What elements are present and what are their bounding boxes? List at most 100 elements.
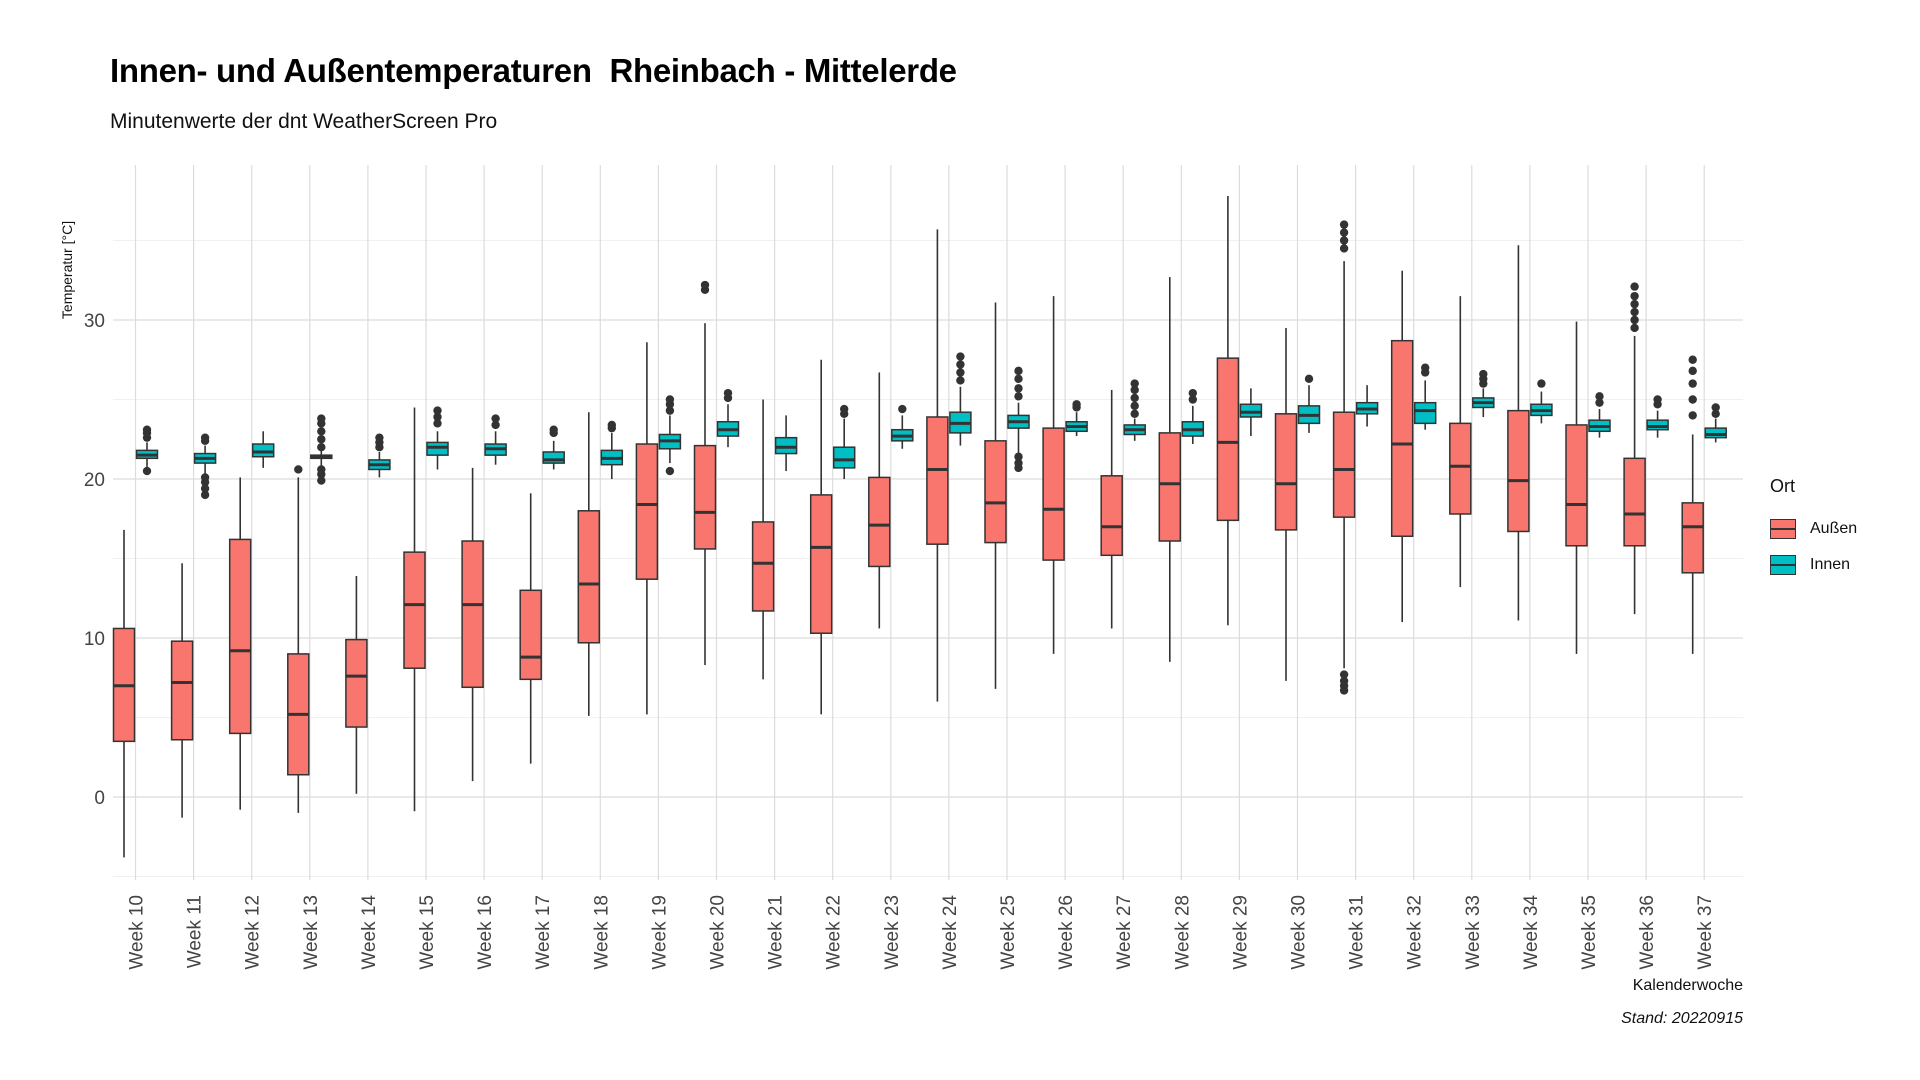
box-innen [600,420,624,479]
box-aussen [287,465,310,813]
legend-label-innen: Innen [1810,556,1851,573]
outlier-point [1014,366,1023,376]
box-innen [1355,385,1379,427]
box-aussen [228,477,252,810]
axis-layer: 0 10 20 30 Week 10 Week 11 Week 12 Week 13 Week … [84,311,1716,970]
x-tick-label: Week 27 [1114,895,1135,970]
outlier-point [317,414,326,423]
box-iqr [868,476,891,568]
x-tick-label: Week 23 [882,895,903,970]
x-tick-label: Week 22 [824,895,845,970]
outlier-point [317,427,326,436]
x-tick-label: Week 17 [533,895,554,970]
legend-label-aussen: Außen [1810,520,1858,537]
outlier-point [1630,323,1639,333]
box-iqr [1704,427,1727,439]
outlier-point [1339,236,1349,245]
x-tick-label: Week 13 [301,895,322,970]
outlier-point [1595,398,1604,407]
box-innen [193,433,217,500]
box-iqr [1646,419,1669,431]
box-iqr [693,444,717,550]
box-aussen [693,280,717,666]
outlier-point [200,433,210,442]
outlier-point [1339,676,1349,686]
outlier-point [317,443,326,452]
x-tick-label: Week 15 [417,895,438,970]
box-iqr [1274,413,1298,531]
outlier-point [1014,384,1023,393]
x-tick-label: Week 36 [1637,895,1658,970]
outlier-point [665,466,675,476]
x-tick-label: Week 14 [359,895,380,970]
box-innen [1704,403,1727,443]
outlier-point [665,406,675,415]
outlier-point [317,465,326,474]
box-innen [310,414,333,485]
box-aussen [577,412,601,716]
outlier-point [956,360,965,369]
box-aussen [1681,355,1704,654]
box-innen [542,425,565,470]
outlier-point [1688,355,1697,364]
outlier-point [1630,282,1639,291]
outlier-point [956,352,965,361]
box-iqr [751,521,775,612]
box-aussen [1042,296,1065,654]
outlier-point [1479,369,1488,379]
box-innen [1007,366,1030,473]
outlier-point [1653,395,1662,404]
outlier-point [1421,363,1430,372]
outlier-point [1630,315,1639,325]
box-innen [832,404,856,479]
box-aussen [926,229,949,702]
x-tick-label: Week 18 [591,895,612,970]
box-aussen [461,467,484,782]
legend-title: Ort [1770,476,1795,496]
outlier-point [433,406,442,415]
box-innen [658,395,682,476]
outlier-point [1688,395,1697,404]
legend-item-aussen: Außen [1770,511,1857,547]
box-iqr [345,638,368,728]
outlier-point [433,419,442,428]
x-tick-label: Week 12 [243,895,264,970]
box-innen [251,431,275,468]
x-tick-label: Week 33 [1463,895,1484,970]
box-iqr [228,538,252,735]
box-aussen [809,359,833,715]
box-innen [1239,388,1263,437]
outlier-point [491,414,500,423]
outlier-point [1688,411,1697,420]
box-iqr [1507,409,1530,533]
x-tick-label: Week 28 [1172,895,1193,970]
chart-title: Innen- und Außentemperaturen Rheinbach -… [110,52,957,89]
box-iqr [519,589,542,681]
box-iqr [426,441,449,456]
outlier-point [1014,452,1023,461]
box-innen [135,425,159,476]
outlier-point [1188,395,1198,404]
box-aussen [403,407,426,812]
y-tick-label: 20 [84,470,105,491]
x-tick-label: Week 32 [1405,895,1426,970]
box-innen [1530,379,1553,424]
outlier-point [1130,409,1139,419]
outlier-point [294,465,303,474]
outlier-point [1072,400,1081,409]
box-innen [1646,395,1669,438]
outlier-point [142,425,152,434]
outlier-point [1339,244,1349,253]
outlier-point [1014,458,1023,468]
outlier-point [1537,379,1546,388]
box-aussen [170,563,194,818]
box-aussen [1507,245,1530,621]
box-innen [949,352,972,446]
outlier-point [375,433,384,442]
x-tick-label: Week 30 [1289,895,1310,970]
outlier-point [549,425,558,434]
box-iqr [1449,422,1472,515]
outlier-point [1630,299,1639,309]
box-iqr [1623,457,1646,547]
box-iqr [251,443,275,458]
